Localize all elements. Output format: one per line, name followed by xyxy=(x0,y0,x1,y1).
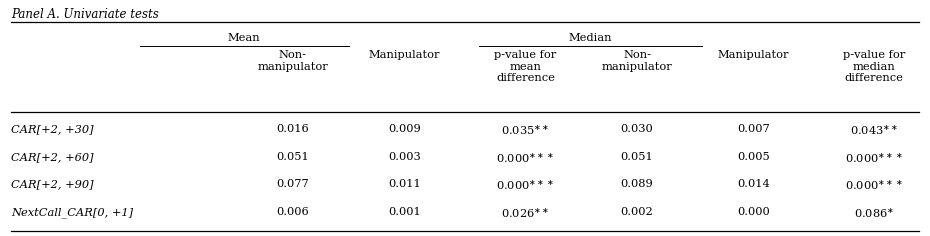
Text: 0.003: 0.003 xyxy=(388,152,421,162)
Text: 0.006: 0.006 xyxy=(276,207,310,217)
Text: Mean: Mean xyxy=(228,33,260,43)
Text: 0.000$^{\ast\ast\ast}$: 0.000$^{\ast\ast\ast}$ xyxy=(497,179,554,192)
Text: 0.000$^{\ast\ast\ast}$: 0.000$^{\ast\ast\ast}$ xyxy=(845,179,903,192)
Text: 0.035$^{\ast\ast}$: 0.035$^{\ast\ast}$ xyxy=(501,124,550,137)
Text: 0.086$^{\ast}$: 0.086$^{\ast}$ xyxy=(854,207,895,220)
Text: 0.011: 0.011 xyxy=(388,179,421,189)
Text: 0.005: 0.005 xyxy=(737,152,770,162)
Text: Manipulator: Manipulator xyxy=(718,50,789,60)
Text: Manipulator: Manipulator xyxy=(369,50,440,60)
Text: 0.043$^{\ast\ast}$: 0.043$^{\ast\ast}$ xyxy=(850,124,898,137)
Text: Non-
manipulator: Non- manipulator xyxy=(258,50,328,72)
Text: p-value for
median
difference: p-value for median difference xyxy=(844,50,905,83)
Text: 0.051: 0.051 xyxy=(276,152,310,162)
Text: 0.077: 0.077 xyxy=(276,179,310,189)
Text: 0.026$^{\ast\ast}$: 0.026$^{\ast\ast}$ xyxy=(501,207,550,220)
Text: NextCall_CAR[0, +1]: NextCall_CAR[0, +1] xyxy=(11,207,133,218)
Text: 0.007: 0.007 xyxy=(737,124,770,134)
Text: 0.016: 0.016 xyxy=(276,124,310,134)
Text: 0.009: 0.009 xyxy=(388,124,421,134)
Text: 0.089: 0.089 xyxy=(620,179,654,189)
Text: 0.051: 0.051 xyxy=(620,152,654,162)
Text: p-value for
mean
difference: p-value for mean difference xyxy=(495,50,556,83)
Text: 0.002: 0.002 xyxy=(620,207,654,217)
Text: CAR[+2, +90]: CAR[+2, +90] xyxy=(11,179,94,189)
Text: Median: Median xyxy=(569,33,612,43)
Text: CAR[+2, +60]: CAR[+2, +60] xyxy=(11,152,94,162)
Text: CAR[+2, +30]: CAR[+2, +30] xyxy=(11,124,94,134)
Text: Non-
manipulator: Non- manipulator xyxy=(602,50,672,72)
Text: 0.000: 0.000 xyxy=(737,207,770,217)
Text: 0.014: 0.014 xyxy=(737,179,770,189)
Text: 0.030: 0.030 xyxy=(620,124,654,134)
Text: 0.000$^{\ast\ast\ast}$: 0.000$^{\ast\ast\ast}$ xyxy=(497,152,554,165)
Text: 0.001: 0.001 xyxy=(388,207,421,217)
Text: 0.000$^{\ast\ast\ast}$: 0.000$^{\ast\ast\ast}$ xyxy=(845,152,903,165)
Text: Panel A. Univariate tests: Panel A. Univariate tests xyxy=(11,8,159,21)
